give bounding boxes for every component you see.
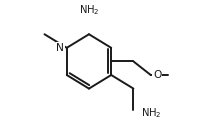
Text: N: N [56,43,64,53]
Text: O: O [153,70,162,80]
Text: NH$_2$: NH$_2$ [141,106,161,120]
Text: NH$_2$: NH$_2$ [79,3,99,17]
